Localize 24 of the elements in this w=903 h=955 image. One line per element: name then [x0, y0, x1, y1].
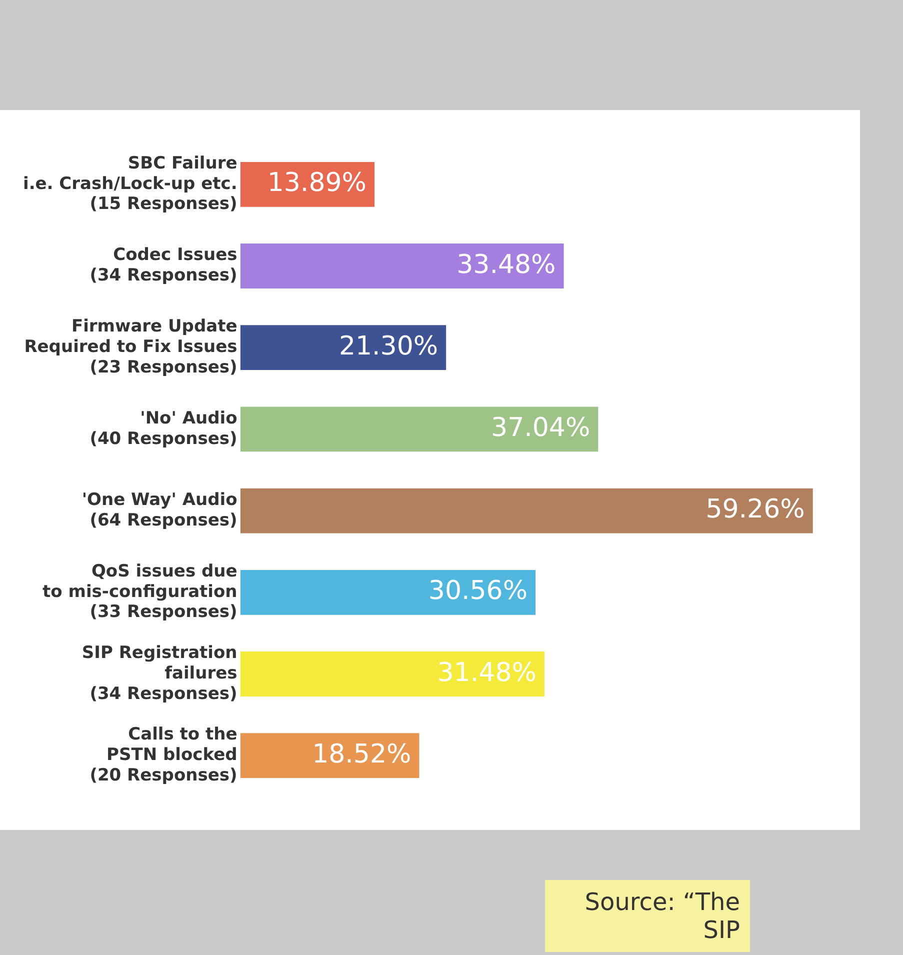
- data-label: 59.26%: [706, 494, 805, 525]
- y-tick-label: Codec Issues (34 Responses): [90, 245, 238, 286]
- y-tick-label: SBC Failure i.e. Crash/Lock-up etc. (15 Responses): [22, 153, 238, 214]
- data-label: 30.56%: [428, 576, 528, 606]
- data-label: 13.89%: [267, 168, 366, 198]
- bar: [240, 652, 544, 696]
- y-tick-label: SIP Registration failures (34 Responses): [82, 643, 238, 704]
- y-tick-label: QoS issues due to mis-configuration (33 Responses): [42, 561, 238, 622]
- bar: [240, 325, 446, 370]
- bar: [240, 733, 420, 778]
- bar: [240, 406, 598, 452]
- y-tick-label: Firmware Update Required to Fix Issues (23 Responses): [24, 316, 238, 378]
- source-note: Source: “The SIP: [584, 888, 740, 944]
- data-label: 31.48%: [437, 658, 536, 688]
- bar: [240, 488, 813, 534]
- data-label: 21.30%: [338, 331, 438, 362]
- data-label: 37.04%: [491, 412, 590, 443]
- data-label: 18.52%: [312, 739, 412, 770]
- data-label: 33.48%: [456, 250, 556, 280]
- bar: [240, 244, 564, 288]
- y-tick-label: 'No' Audio (40 Responses): [90, 408, 238, 449]
- y-tick-label: Calls to the PSTN blocked (20 Responses): [90, 724, 238, 786]
- y-tick-label: 'One Way' Audio (64 Responses): [82, 490, 238, 530]
- bar: [240, 570, 536, 615]
